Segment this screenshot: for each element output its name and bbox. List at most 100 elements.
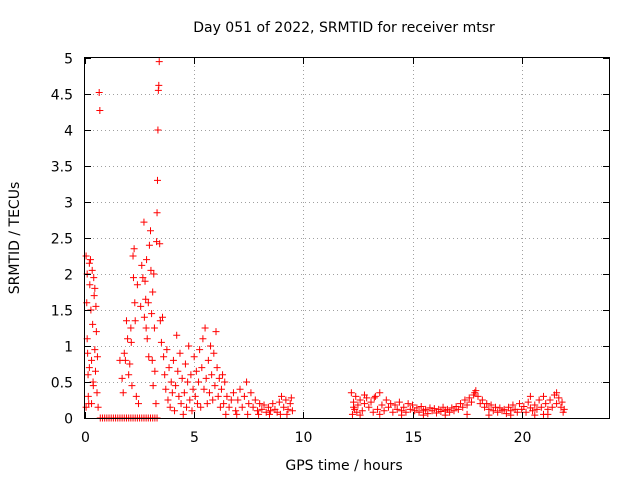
- data-point: [145, 241, 153, 249]
- data-point: [88, 266, 96, 274]
- x-tick-label: 10: [295, 430, 313, 446]
- data-point: [124, 335, 132, 343]
- data-point: [354, 401, 362, 409]
- data-point: [267, 407, 275, 415]
- data-point: [174, 367, 182, 375]
- data-point: [143, 256, 151, 264]
- data-point: [129, 274, 137, 282]
- data-point: [419, 411, 427, 419]
- data-point: [413, 404, 421, 412]
- data-point: [529, 407, 537, 415]
- data-point: [153, 176, 161, 184]
- data-point: [520, 402, 528, 410]
- data-point: [465, 394, 473, 402]
- data-point: [546, 396, 554, 404]
- data-point: [269, 400, 277, 408]
- data-point: [276, 410, 284, 418]
- data-point: [474, 392, 482, 400]
- data-point: [86, 281, 94, 289]
- data-point: [121, 356, 129, 364]
- data-point: [446, 408, 454, 416]
- data-point: [203, 400, 211, 408]
- data-point: [151, 367, 159, 375]
- data-point: [287, 394, 295, 402]
- data-point: [398, 411, 406, 419]
- data-point: [560, 405, 568, 413]
- data-point: [91, 346, 99, 354]
- data-point: [162, 385, 170, 393]
- data-point: [500, 405, 508, 413]
- data-point: [188, 407, 196, 415]
- data-point: [84, 371, 92, 379]
- data-point: [126, 360, 134, 368]
- data-point: [430, 405, 438, 413]
- data-point: [417, 402, 425, 410]
- data-point: [249, 403, 257, 411]
- data-point: [531, 401, 539, 409]
- data-point: [213, 364, 221, 372]
- data-point: [205, 389, 213, 397]
- data-point: [84, 349, 92, 357]
- data-point: [178, 374, 186, 382]
- data-point: [393, 405, 401, 413]
- data-point: [166, 403, 174, 411]
- data-point: [360, 391, 368, 399]
- data-point: [91, 284, 99, 292]
- data-point: [548, 403, 556, 411]
- data-point: [380, 407, 388, 415]
- data-point: [526, 392, 534, 400]
- data-point: [147, 266, 155, 274]
- data-point: [478, 396, 486, 404]
- data-point: [358, 407, 366, 415]
- data-point: [371, 392, 379, 400]
- data-point: [186, 396, 194, 404]
- data-point: [378, 401, 386, 409]
- data-point: [171, 407, 179, 415]
- data-point: [150, 324, 158, 332]
- data-point: [209, 396, 217, 404]
- data-point: [245, 400, 253, 408]
- data-point: [118, 374, 126, 382]
- data-point: [233, 410, 241, 418]
- plot-frame: [84, 57, 610, 419]
- data-point: [163, 346, 171, 354]
- data-point: [502, 410, 510, 418]
- data-point: [391, 401, 399, 409]
- data-point: [141, 277, 149, 285]
- data-point: [467, 398, 475, 406]
- data-point: [457, 400, 465, 408]
- data-point: [148, 356, 156, 364]
- data-point: [463, 410, 471, 418]
- data-point: [138, 261, 146, 269]
- data-point: [476, 400, 484, 408]
- data-point: [505, 403, 513, 411]
- data-point: [454, 405, 462, 413]
- data-point: [234, 396, 242, 404]
- data-point: [402, 408, 410, 416]
- data-point: [159, 313, 167, 321]
- data-point: [196, 346, 204, 354]
- data-point: [461, 396, 469, 404]
- data-point: [89, 382, 97, 390]
- x-tick-label: 0: [81, 430, 90, 446]
- y-tick-label: 1.5: [51, 304, 73, 320]
- data-point: [422, 405, 430, 413]
- data-point: [157, 338, 165, 346]
- x-tick-label: 15: [405, 430, 423, 446]
- data-point: [360, 400, 368, 408]
- data-point: [244, 410, 252, 418]
- data-point: [509, 401, 517, 409]
- data-point: [175, 392, 183, 400]
- data-point: [487, 401, 495, 409]
- data-point: [356, 396, 364, 404]
- data-point: [365, 403, 373, 411]
- data-point: [347, 389, 355, 397]
- data-point: [260, 401, 268, 409]
- data-point: [265, 410, 273, 418]
- data-point: [513, 408, 521, 416]
- data-point: [278, 392, 285, 400]
- data-point: [433, 409, 441, 417]
- data-point: [96, 107, 104, 115]
- data-point: [221, 378, 229, 386]
- y-tick-labels: 0 0.5 1 1.5 2 2.5 3 3.5 4 4.5 5: [51, 52, 73, 428]
